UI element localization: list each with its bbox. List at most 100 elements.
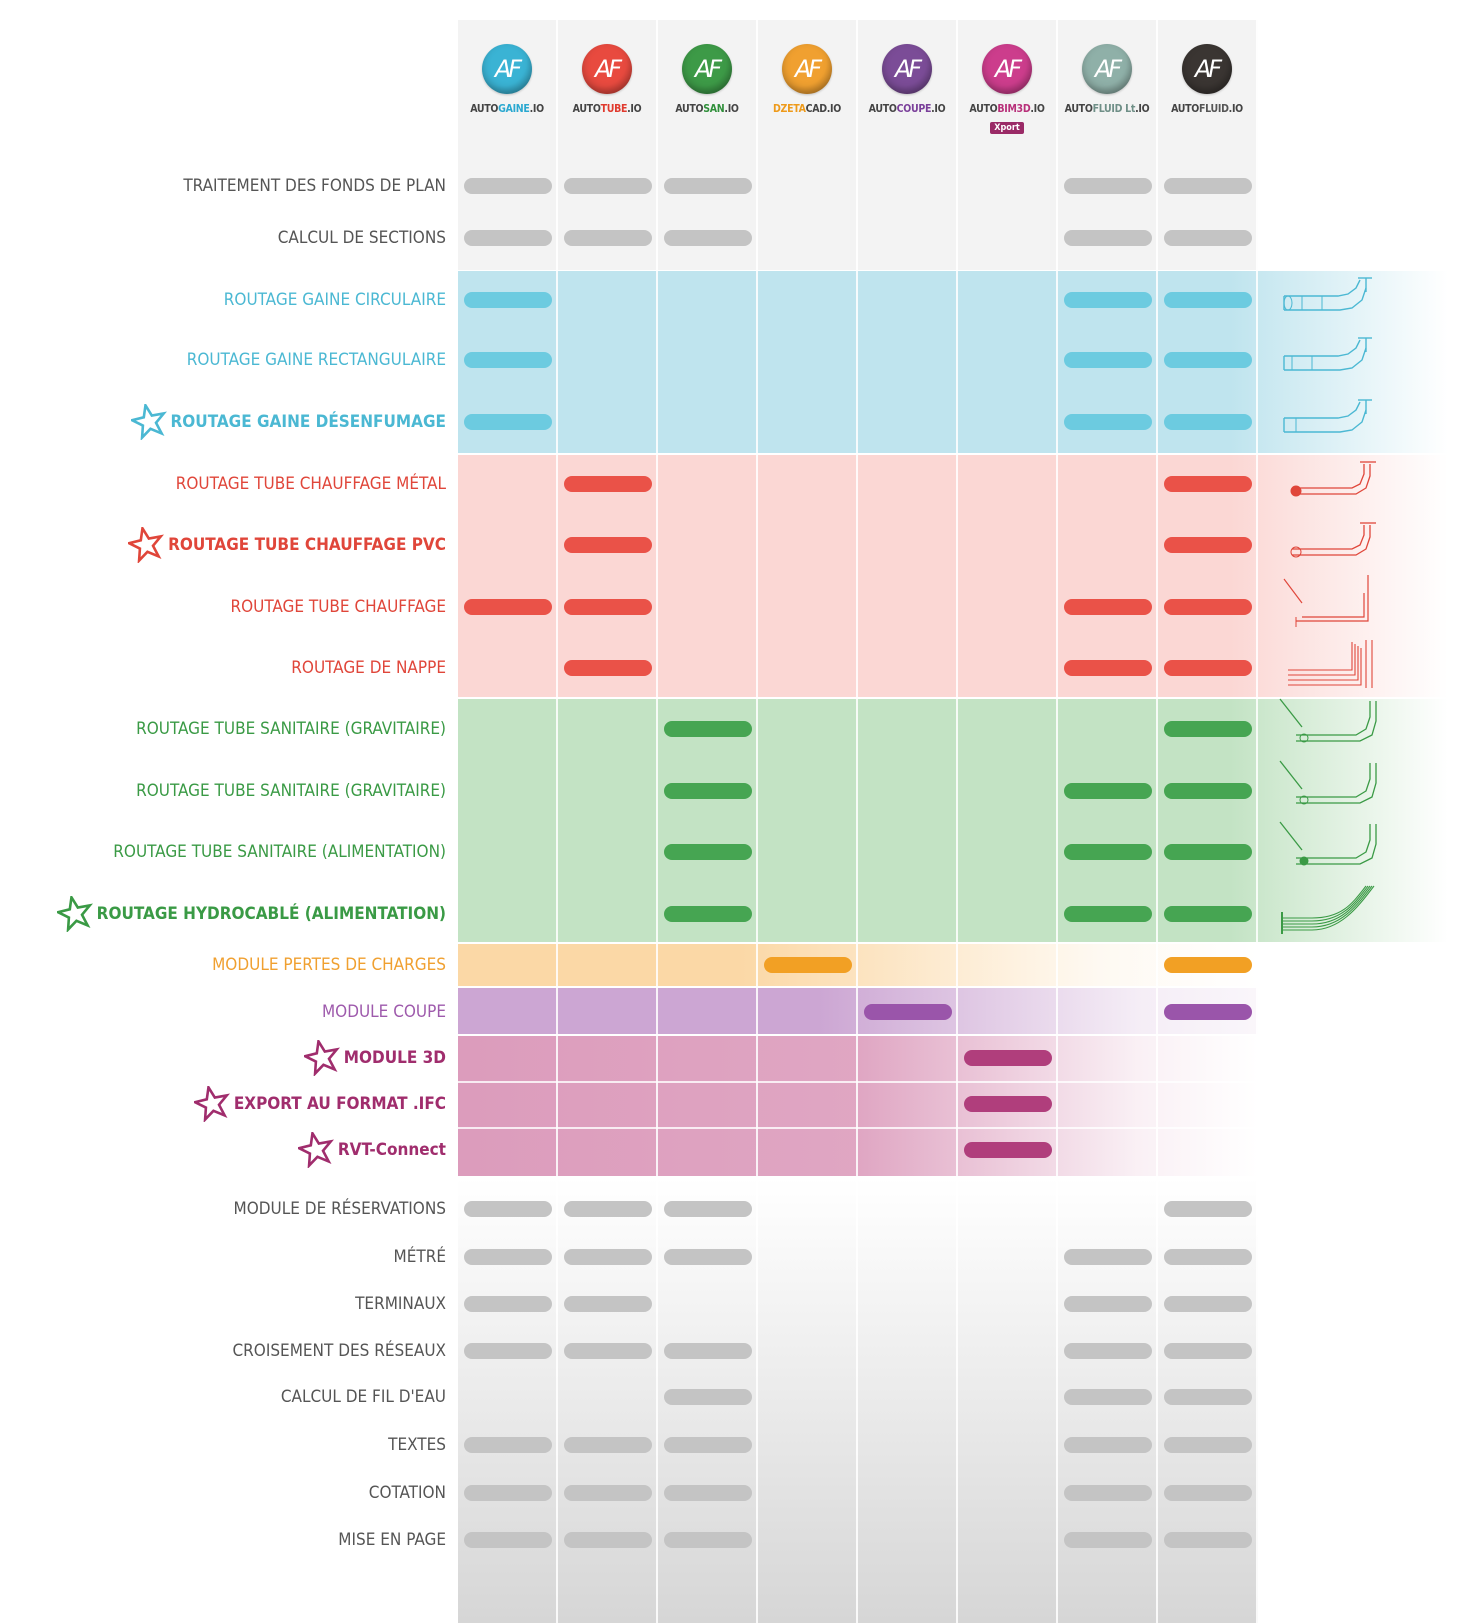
availability-pill bbox=[1164, 476, 1252, 492]
star-icon bbox=[193, 1086, 230, 1122]
feature-label-text: CALCUL DE FIL D'EAU bbox=[280, 1387, 446, 1407]
availability-pill bbox=[1164, 1532, 1252, 1548]
product-name: AUTOBIM3D.IO bbox=[969, 103, 1045, 115]
product-header: AF AUTOTUBE.IO bbox=[559, 44, 655, 115]
column-separator bbox=[956, 20, 958, 1623]
product-logo-icon: AF bbox=[1082, 44, 1132, 94]
availability-pill bbox=[564, 599, 652, 615]
availability-pill bbox=[564, 1485, 652, 1501]
feature-label: MISE EN PAGE bbox=[338, 1530, 446, 1550]
availability-pill bbox=[664, 906, 752, 922]
availability-pill bbox=[1064, 292, 1152, 308]
availability-pill bbox=[464, 292, 552, 308]
availability-pill bbox=[1064, 1249, 1152, 1265]
availability-pill bbox=[1164, 1437, 1252, 1453]
availability-pill bbox=[964, 1096, 1052, 1112]
availability-pill bbox=[1164, 292, 1252, 308]
logo-monogram: AF bbox=[1094, 55, 1122, 83]
availability-pill bbox=[1164, 1296, 1252, 1312]
feature-label-text: ROUTAGE TUBE CHAUFFAGE bbox=[230, 597, 446, 617]
feature-label: ROUTAGE DE NAPPE bbox=[291, 658, 446, 678]
availability-pill bbox=[664, 230, 752, 246]
feature-label-text: COTATION bbox=[368, 1483, 446, 1503]
xport-badge: Xport bbox=[990, 122, 1024, 134]
availability-pill bbox=[1064, 1296, 1152, 1312]
feature-label-text: ROUTAGE TUBE CHAUFFAGE PVC bbox=[168, 535, 446, 555]
column-separator bbox=[856, 20, 858, 1623]
availability-pill bbox=[664, 1343, 752, 1359]
availability-pill bbox=[1064, 783, 1152, 799]
feature-label: TRAITEMENT DES FONDS DE PLAN bbox=[183, 176, 446, 196]
availability-pill bbox=[1164, 1201, 1252, 1217]
availability-pill bbox=[1064, 1437, 1152, 1453]
availability-pill bbox=[564, 1532, 652, 1548]
availability-pill bbox=[864, 1004, 952, 1020]
band-red bbox=[458, 455, 1448, 697]
product-name: AUTOGAINE.IO bbox=[470, 103, 544, 115]
availability-pill bbox=[664, 1201, 752, 1217]
column-separator bbox=[756, 20, 758, 1623]
availability-pill bbox=[664, 1532, 752, 1548]
availability-pill bbox=[1164, 414, 1252, 430]
availability-pill bbox=[564, 1249, 652, 1265]
product-header: AF AUTOFLUID.IO bbox=[1159, 44, 1255, 115]
availability-pill bbox=[1164, 599, 1252, 615]
product-logo-icon: AF bbox=[1182, 44, 1232, 94]
logo-monogram: AF bbox=[794, 55, 822, 83]
availability-pill bbox=[464, 1437, 552, 1453]
feature-label: ROUTAGE TUBE SANITAIRE (GRAVITAIRE) bbox=[136, 781, 446, 801]
availability-pill bbox=[1064, 230, 1152, 246]
availability-pill bbox=[1164, 721, 1252, 737]
availability-pill bbox=[764, 957, 852, 973]
availability-pill bbox=[664, 1249, 752, 1265]
feature-label: ROUTAGE TUBE SANITAIRE (ALIMENTATION) bbox=[113, 842, 446, 862]
availability-pill bbox=[564, 1201, 652, 1217]
logo-monogram: AF bbox=[694, 55, 722, 83]
product-header: AF AUTOBIM3D.IO Xport bbox=[959, 44, 1055, 134]
logo-monogram: AF bbox=[894, 55, 922, 83]
availability-pill bbox=[464, 352, 552, 368]
product-logo-icon: AF bbox=[482, 44, 532, 94]
product-logo-icon: AF bbox=[582, 44, 632, 94]
feature-label-text: TEXTES bbox=[388, 1435, 446, 1455]
availability-pill bbox=[1164, 1389, 1252, 1405]
availability-pill bbox=[1164, 352, 1252, 368]
availability-pill bbox=[464, 178, 552, 194]
product-logo-icon: AF bbox=[682, 44, 732, 94]
feature-label-text: MÉTRÉ bbox=[393, 1247, 447, 1267]
feature-label: TERMINAUX bbox=[355, 1294, 446, 1314]
feature-label: CALCUL DE SECTIONS bbox=[278, 228, 446, 248]
product-name: AUTOSAN.IO bbox=[675, 103, 739, 115]
availability-pill bbox=[564, 178, 652, 194]
feature-label: ROUTAGE GAINE RECTANGULAIRE bbox=[187, 350, 446, 370]
star-icon bbox=[128, 527, 165, 563]
availability-pill bbox=[1064, 1532, 1152, 1548]
feature-label: MODULE PERTES DE CHARGES bbox=[212, 955, 446, 975]
feature-label: MODULE DE RÉSERVATIONS bbox=[234, 1199, 446, 1219]
feature-label-text: MODULE 3D bbox=[343, 1048, 446, 1068]
availability-pill bbox=[1164, 178, 1252, 194]
availability-pill bbox=[1164, 230, 1252, 246]
feature-label: ROUTAGE TUBE CHAUFFAGE MÉTAL bbox=[176, 474, 446, 494]
availability-pill bbox=[1064, 414, 1152, 430]
availability-pill bbox=[664, 1437, 752, 1453]
availability-pill bbox=[564, 1296, 652, 1312]
feature-label-text: ROUTAGE TUBE CHAUFFAGE MÉTAL bbox=[175, 474, 446, 494]
feature-label-text: ROUTAGE TUBE SANITAIRE (ALIMENTATION) bbox=[113, 842, 446, 862]
feature-label-text: EXPORT AU FORMAT .IFC bbox=[233, 1094, 446, 1114]
product-header: AF DZETACAD.IO bbox=[759, 44, 855, 115]
availability-pill bbox=[1164, 1004, 1252, 1020]
availability-pill bbox=[564, 537, 652, 553]
feature-label-text: ROUTAGE DE NAPPE bbox=[291, 658, 446, 678]
availability-pill bbox=[1164, 783, 1252, 799]
feature-label: ROUTAGE TUBE SANITAIRE (GRAVITAIRE) bbox=[136, 719, 446, 739]
availability-pill bbox=[1064, 599, 1152, 615]
feature-label: TEXTES bbox=[388, 1435, 446, 1455]
availability-pill bbox=[1064, 660, 1152, 676]
product-header: AF AUTOCOUPE.IO bbox=[859, 44, 955, 115]
feature-label-text: RVT-Connect bbox=[337, 1140, 446, 1160]
product-logo-icon: AF bbox=[982, 44, 1032, 94]
star-icon bbox=[297, 1132, 334, 1168]
star-icon bbox=[303, 1040, 340, 1076]
row-separator bbox=[458, 1127, 1258, 1129]
